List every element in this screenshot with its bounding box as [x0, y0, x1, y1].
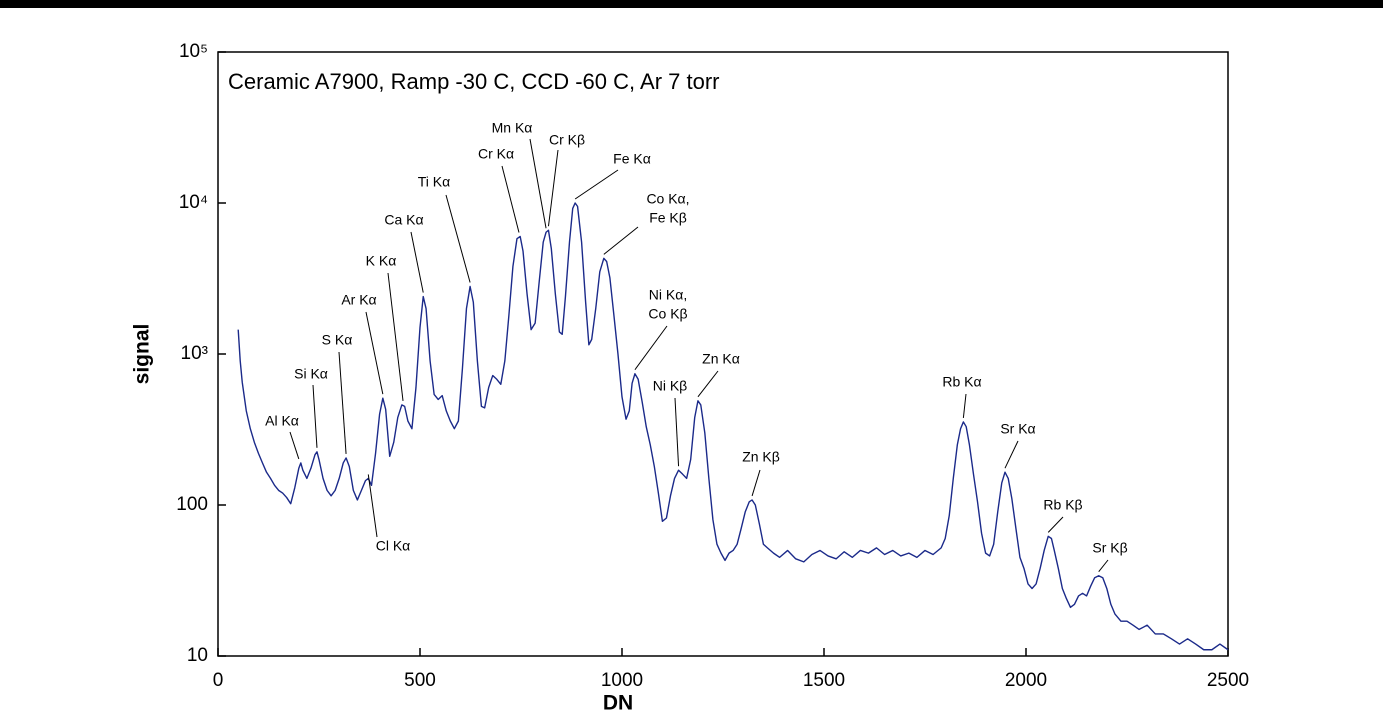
y-tick-label: 10³ — [181, 343, 208, 364]
x-tick-label: 2500 — [1207, 670, 1249, 691]
annotation: Cr Kα — [478, 146, 514, 162]
y-tick-label: 10⁵ — [179, 41, 208, 62]
annotation: Rb Kβ — [1043, 497, 1082, 513]
annotation-leader — [547, 149, 559, 227]
annotation-label: Cr Kα — [478, 146, 514, 162]
annotation-leader — [289, 431, 300, 460]
annotation-leader — [338, 351, 347, 454]
annotation-leader — [365, 311, 384, 395]
annotation-label: Cr Kβ — [549, 132, 585, 148]
annotation-label: Sr Kβ — [1092, 540, 1127, 556]
y-axis-label: signal — [131, 324, 154, 385]
annotation: Mn Kα — [492, 120, 533, 136]
annotation-leader — [1047, 516, 1064, 533]
annotation-label: Fe Kα — [613, 151, 651, 167]
annotation-label: Ca Kα — [384, 212, 423, 228]
annotation-leader — [751, 469, 761, 497]
annotation-leader — [367, 474, 378, 538]
annotation-leader — [501, 165, 520, 233]
annotation: Ar Kα — [341, 292, 376, 308]
annotation: Sr Kβ — [1092, 540, 1127, 556]
annotation: Zn Kα — [702, 351, 740, 367]
annotation: Ni Kβ — [653, 378, 688, 394]
annotation-label: Fe Kβ — [649, 210, 687, 226]
annotation-leader — [1098, 559, 1109, 573]
x-axis-label: DN — [603, 692, 633, 715]
annotation-label: Rb Kβ — [1043, 497, 1082, 513]
annotation-leader — [697, 370, 719, 398]
annotation-leader — [603, 226, 639, 255]
annotation: Rb Kα — [942, 374, 981, 390]
annotation: Fe Kα — [613, 151, 651, 167]
annotation-label: Mn Kα — [492, 120, 533, 136]
annotation-label: Zn Kα — [702, 351, 740, 367]
annotation: Al Kα — [265, 413, 299, 429]
annotation-leader — [674, 397, 680, 467]
annotation-label: Al Kα — [265, 413, 299, 429]
annotation: Si Kα — [294, 366, 328, 382]
annotation-leader — [962, 393, 967, 418]
annotation-leader — [529, 138, 547, 229]
annotation-label: Ti Kα — [418, 174, 450, 190]
y-tick-label: 10 — [187, 645, 208, 666]
annotation-leader — [634, 325, 668, 371]
chart-title: Ceramic A7900, Ramp -30 C, CCD -60 C, Ar… — [228, 69, 720, 94]
x-tick-label: 1500 — [803, 670, 845, 691]
x-tick-label: 1000 — [601, 670, 643, 691]
annotation: Ca Kα — [384, 212, 423, 228]
annotation: Zn Kβ — [742, 449, 780, 465]
y-tick-label: 100 — [176, 494, 208, 515]
annotation: Sr Kα — [1000, 421, 1035, 437]
annotation-label: Rb Kα — [942, 374, 981, 390]
annotation: Co Kα, Fe Kβ — [646, 191, 689, 226]
annotation: K Kα — [366, 253, 397, 269]
top-bar — [0, 0, 1383, 8]
annotation: Ti Kα — [418, 174, 450, 190]
annotation-leader — [574, 169, 619, 200]
annotation-label: Co Kβ — [648, 306, 687, 322]
annotation-label: K Kα — [366, 253, 397, 269]
spectrum-line — [237, 202, 1229, 651]
annotation-leader — [1004, 440, 1019, 469]
x-tick-label: 2000 — [1005, 670, 1047, 691]
annotation: Ni Kα, Co Kβ — [648, 287, 687, 322]
annotation-leader — [445, 194, 471, 283]
annotation-label: Cl Kα — [376, 538, 411, 554]
x-tick-label: 0 — [213, 670, 224, 691]
annotation-label: Ar Kα — [341, 292, 376, 308]
annotation-label: Ni Kα, — [649, 287, 687, 303]
annotation-label: Co Kα, — [646, 191, 689, 207]
annotation-leader — [410, 231, 424, 293]
annotation-label: Sr Kα — [1000, 421, 1035, 437]
annotation-label: Zn Kβ — [742, 449, 780, 465]
annotation-label: S Kα — [322, 332, 353, 348]
annotation-label: Si Kα — [294, 366, 328, 382]
annotation: Cr Kβ — [549, 132, 585, 148]
annotation: Cl Kα — [376, 538, 411, 554]
annotation-leader — [387, 272, 404, 401]
x-tick-label: 500 — [404, 670, 436, 691]
y-tick-label: 10⁴ — [179, 192, 208, 213]
annotation: S Kα — [322, 332, 353, 348]
annotation-label: Ni Kβ — [653, 378, 688, 394]
annotation-leader — [312, 384, 318, 448]
